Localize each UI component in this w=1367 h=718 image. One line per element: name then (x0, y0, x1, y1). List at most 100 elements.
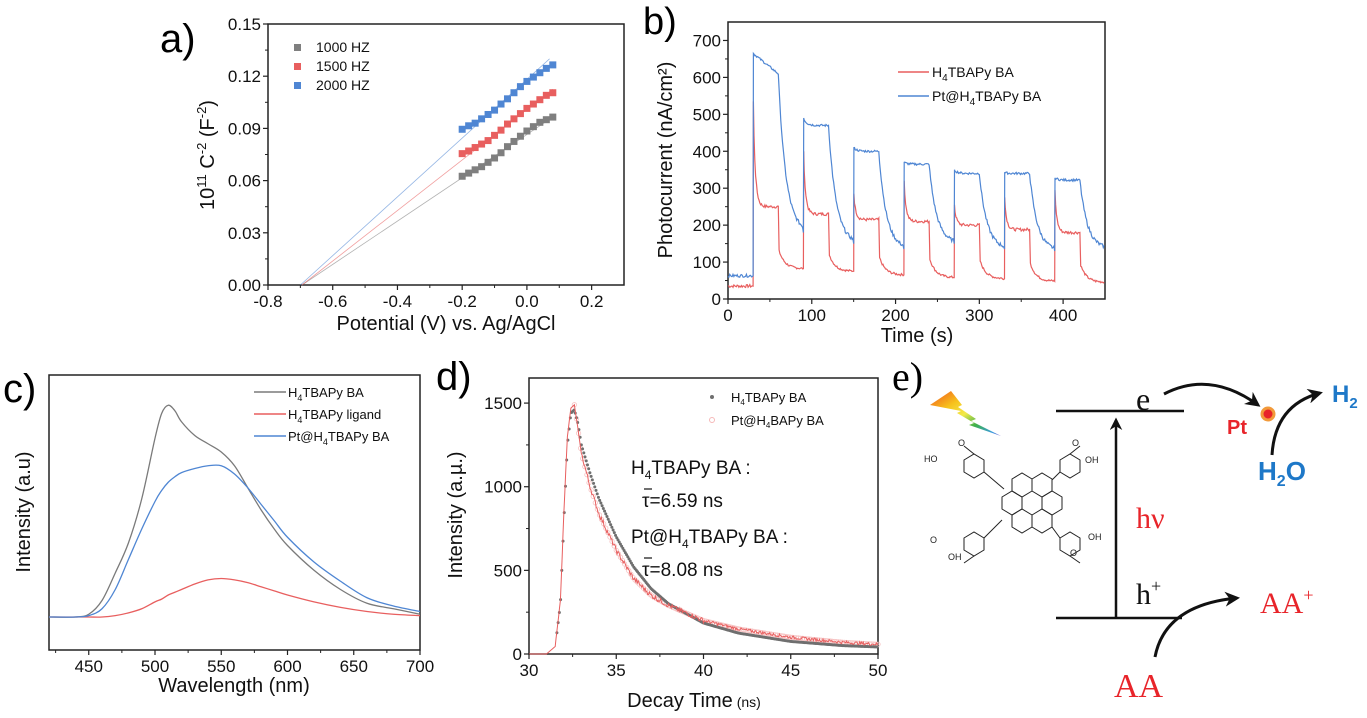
x-tick-label: 0.2 (580, 292, 604, 311)
pt-particle-icon (1260, 406, 1276, 422)
annotation-label-pt: Pt@H4TBAPy BA : (631, 527, 788, 551)
plot-frame-d (528, 377, 879, 655)
series-line-c-2 (48, 464, 421, 618)
plot-frame-c (48, 374, 421, 651)
x-axis-label-b: Time (s) (881, 325, 954, 347)
mol-label: O (1072, 438, 1079, 448)
legend-marker-2000hz (294, 82, 301, 89)
scheme-e: HO OH O O O OH OH O e h+ hν Pt H2 H2O AA… (924, 381, 1358, 705)
data-point-h4tbapy (592, 481, 596, 485)
y-tick-label: 0.00 (228, 276, 261, 295)
data-point (484, 158, 492, 166)
y-axis-label-b: Photocurrent (nA/cm²) (655, 62, 677, 259)
panel-label-b: b) (643, 1, 677, 43)
y-tick-label: 300 (693, 179, 721, 198)
data-point-h4tbapy (590, 478, 594, 482)
y-tick-label: 500 (693, 105, 721, 124)
x-tick-label: 200 (881, 306, 909, 325)
hole-label: h+ (1136, 576, 1161, 611)
molecule-structure-icon (963, 445, 1081, 564)
data-point (478, 140, 486, 148)
aa-plus-label: AA+ (1260, 585, 1314, 620)
aa-label: AA (1114, 668, 1164, 705)
legend-label-1500hz: 1500 HZ (316, 58, 370, 74)
annotation-tau-pt: τ=8.08 ns (642, 560, 723, 581)
x-tick-label: 40 (694, 661, 713, 680)
data-point-h4tbapy (594, 488, 598, 492)
x-tick-label: 450 (75, 657, 103, 676)
light-bolt-icon (930, 391, 1001, 436)
legend-b: H4TBAPy BA Pt@H4TBAPy BA (898, 64, 1042, 108)
legend-marker-1500hz (294, 63, 301, 70)
x-tick-label: -0.2 (448, 292, 477, 311)
legend-label-pt-h4tbapy: Pt@H4TBAPy BA (932, 88, 1042, 108)
legend-label-d-h4tbapy: H4TBAPy BA (731, 390, 807, 407)
mol-label: OH (1088, 532, 1102, 542)
x-tick-label: 35 (607, 661, 626, 680)
y-tick-label: 1000 (484, 478, 522, 497)
chart-c: 450 500 550 600 650 700 H4TBAPy BA H4TBAPy li… (13, 374, 434, 697)
data-point (471, 166, 479, 174)
data-point-h4tbapy (875, 645, 879, 649)
data-point (491, 106, 499, 114)
data-point (542, 91, 550, 99)
mol-label: OH (948, 552, 962, 562)
photon-label: hν (1136, 502, 1165, 535)
data-point-h4tbapy (614, 533, 618, 537)
x-tick-label: 550 (207, 657, 235, 676)
x-tick-label: 600 (273, 657, 301, 676)
data-point (478, 115, 486, 123)
legend-label-h4tbapy-ba: H4TBAPy BA (288, 385, 364, 403)
data-point (542, 116, 550, 124)
y-tick-label: 700 (693, 31, 721, 50)
mol-label: HO (924, 454, 938, 464)
data-point-h4tbapy (611, 528, 615, 532)
data-point (497, 149, 505, 157)
data-point-pt (582, 464, 588, 470)
data-point-h4tbapy (593, 485, 597, 489)
data-point-h4tbapy (598, 498, 602, 502)
data-point-h4tbapy (581, 447, 585, 451)
data-point (549, 61, 557, 69)
data-point-h4tbapy (582, 451, 586, 455)
data-point (465, 169, 473, 177)
y-tick-label: 0.06 (228, 172, 261, 191)
data-point (529, 73, 537, 81)
x-tick-label: 650 (340, 657, 368, 676)
data-point (542, 64, 550, 72)
x-tick-label: 400 (1049, 306, 1077, 325)
data-point (523, 127, 531, 135)
data-point-h4tbapy (606, 517, 610, 521)
data-point-h4tbapy (595, 492, 599, 496)
data-point (516, 83, 524, 91)
series-line-c-0 (48, 404, 421, 618)
data-point (484, 137, 492, 145)
data-point-h4tbapy (609, 523, 613, 527)
data-point (458, 150, 466, 158)
x-tick-label: -0.4 (383, 292, 412, 311)
chart-a: -0.8 -0.6 -0.4 -0.2 0.0 0.2 0.00 0.03 0.06 0.09 0.… (194, 15, 625, 335)
data-point (516, 110, 524, 118)
legend-label-2000hz: 2000 HZ (316, 77, 370, 93)
panel-label-d: d) (436, 355, 472, 399)
oxidation-arrow (1153, 591, 1240, 658)
y-tick-label: 1500 (484, 394, 522, 413)
legend-d: H4TBAPy BA Pt@H4BAPy BA (709, 390, 824, 430)
data-point-h4tbapy (585, 463, 589, 467)
legend-c: H4TBAPy BA H4TBAPy ligand Pt@H4TBAPy BA (254, 385, 390, 447)
y-tick-label: 0.12 (228, 67, 261, 86)
data-point (471, 119, 479, 127)
data-point (536, 118, 544, 126)
fit-line (301, 116, 554, 286)
data-point (503, 95, 511, 103)
h2o-label: H2O (1258, 456, 1306, 490)
data-point (549, 113, 557, 121)
data-point (465, 147, 473, 155)
data-point-h4tbapy (600, 504, 604, 508)
x-tick-label: 0.0 (515, 292, 539, 311)
data-point (516, 132, 524, 140)
mol-label: O (930, 535, 937, 545)
molecule-labels: HO OH O O O OH OH O (924, 438, 1102, 562)
y-tick-label: 100 (693, 253, 721, 272)
